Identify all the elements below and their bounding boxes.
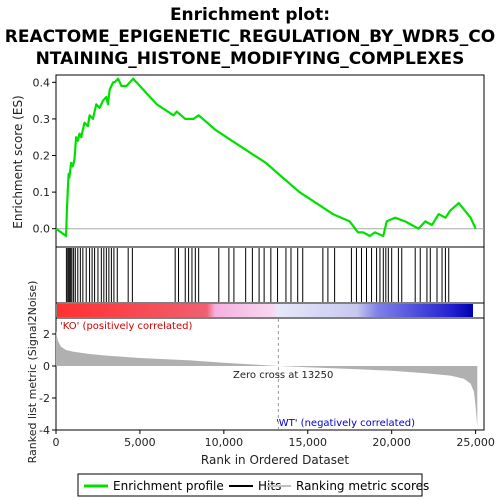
enrichment-y-axis-label: Enrichment score (ES) [11,95,25,228]
chart-title-line-1: Enrichment plot: [170,5,330,25]
axes-layer: 0.00.10.20.30.420-2-40 5,000 10,000 15,000 2… [33,76,495,449]
enrichment-y-tick-label: 0.3 [33,113,51,126]
legend-label-ranking: Ranking metric scores [296,479,429,493]
chart-title-line-3: NTAINING_HISTONE_MODIFYING_COMPLEXES [36,49,465,69]
ranked-y-tick-label: -2 [39,392,50,405]
ranked-panel-frame [55,317,485,431]
ranking-colorbar [57,304,473,317]
positive-correlation-label: 'KO' (positively correlated) [60,321,192,332]
enrichment-y-tick-label: 0.2 [33,150,51,163]
x-tick-label: 0 [53,436,60,449]
negative-correlation-label: 'WT' (negatively correlated) [276,418,415,429]
ranked-y-tick-label: 0 [43,360,50,373]
x-tick-label: 5,000 [124,436,156,449]
ranked-y-tick-label: 2 [43,328,50,341]
ranked-y-tick-label: -4 [39,424,50,437]
chart-title-line-2: REACTOME_EPIGENETIC_REGULATION_BY_WDR5_C… [5,27,495,47]
ranked-y-axis-label: Ranked list metric (Signal2Noise) [26,281,39,464]
enrichment-profile-line [55,77,477,238]
x-tick-label: 25,000 [456,436,495,449]
zero-cross-label: Zero cross at 13250 [233,370,333,381]
x-tick-label: 20,000 [372,436,411,449]
ranked-metric-layer [56,319,478,429]
hits-layer [65,248,450,302]
enrichment-y-tick-label: 0.1 [33,186,51,199]
enrichment-y-tick-label: 0.4 [33,76,51,89]
enrichment-layer [55,77,484,238]
enrichment-panel-frame [55,74,485,248]
legend-label-enrichment: Enrichment profile [113,479,224,493]
x-axis-label: Rank in Ordered Dataset [201,453,349,467]
enrichment-y-tick-label: 0.0 [33,223,51,236]
x-tick-label: 15,000 [289,436,328,449]
x-tick-label: 10,000 [205,436,244,449]
